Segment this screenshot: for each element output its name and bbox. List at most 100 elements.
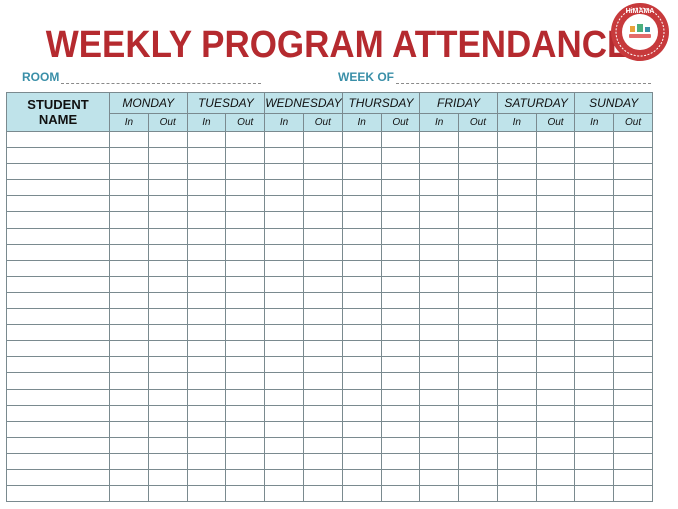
in-time-cell[interactable]: [109, 452, 149, 470]
out-time-cell[interactable]: [458, 195, 498, 213]
in-time-cell[interactable]: [574, 195, 615, 213]
out-time-cell[interactable]: [225, 179, 266, 197]
in-time-cell[interactable]: [341, 372, 382, 390]
in-time-cell[interactable]: [186, 130, 227, 149]
in-time-cell[interactable]: [341, 259, 382, 277]
out-time-cell[interactable]: [302, 211, 343, 229]
in-time-cell[interactable]: [264, 485, 304, 503]
out-time-cell[interactable]: [535, 340, 576, 358]
in-time-cell[interactable]: [496, 147, 537, 165]
in-time-cell[interactable]: [186, 436, 227, 454]
week-of-input-line[interactable]: [396, 73, 651, 84]
in-time-cell[interactable]: [264, 130, 304, 149]
out-time-cell[interactable]: [380, 356, 421, 374]
out-time-cell[interactable]: [380, 324, 421, 342]
in-time-cell[interactable]: [186, 275, 227, 293]
in-time-cell[interactable]: [341, 485, 382, 503]
out-time-cell[interactable]: [302, 420, 343, 438]
out-time-cell[interactable]: [458, 452, 498, 470]
in-time-cell[interactable]: [419, 340, 460, 358]
out-time-cell[interactable]: [458, 227, 498, 245]
in-time-cell[interactable]: [496, 130, 537, 149]
out-time-cell[interactable]: [380, 275, 421, 293]
out-time-cell[interactable]: [535, 291, 576, 310]
in-time-cell[interactable]: [419, 211, 460, 229]
in-time-cell[interactable]: [341, 179, 382, 197]
in-time-cell[interactable]: [109, 404, 149, 422]
out-time-cell[interactable]: [380, 388, 421, 406]
in-time-cell[interactable]: [264, 340, 304, 358]
in-time-cell[interactable]: [109, 179, 149, 197]
out-time-cell[interactable]: [535, 259, 576, 277]
out-time-cell[interactable]: [380, 404, 421, 422]
out-time-cell[interactable]: [302, 452, 343, 470]
out-time-cell[interactable]: [458, 275, 498, 293]
out-time-cell[interactable]: [535, 436, 576, 454]
in-time-cell[interactable]: [109, 356, 149, 374]
out-time-cell[interactable]: [613, 436, 653, 454]
in-time-cell[interactable]: [496, 340, 537, 358]
in-time-cell[interactable]: [186, 340, 227, 358]
student-name-cell[interactable]: [6, 227, 110, 245]
in-time-cell[interactable]: [496, 436, 537, 454]
in-time-cell[interactable]: [264, 324, 304, 342]
in-time-cell[interactable]: [264, 291, 304, 310]
student-name-cell[interactable]: [6, 324, 110, 342]
out-time-cell[interactable]: [613, 340, 653, 358]
in-time-cell[interactable]: [574, 436, 615, 454]
out-time-cell[interactable]: [535, 130, 576, 149]
out-time-cell[interactable]: [535, 211, 576, 229]
in-time-cell[interactable]: [496, 404, 537, 422]
in-time-cell[interactable]: [109, 243, 149, 261]
in-time-cell[interactable]: [186, 227, 227, 245]
in-time-cell[interactable]: [186, 308, 227, 326]
out-time-cell[interactable]: [147, 227, 188, 245]
out-time-cell[interactable]: [147, 195, 188, 213]
student-name-cell[interactable]: [6, 130, 110, 149]
in-time-cell[interactable]: [341, 436, 382, 454]
out-time-cell[interactable]: [225, 468, 266, 487]
out-time-cell[interactable]: [535, 179, 576, 197]
out-time-cell[interactable]: [613, 243, 653, 261]
in-time-cell[interactable]: [574, 340, 615, 358]
out-time-cell[interactable]: [225, 130, 266, 149]
in-time-cell[interactable]: [264, 404, 304, 422]
in-time-cell[interactable]: [264, 195, 304, 213]
out-time-cell[interactable]: [613, 179, 653, 197]
out-time-cell[interactable]: [225, 291, 266, 310]
out-time-cell[interactable]: [147, 275, 188, 293]
in-time-cell[interactable]: [419, 179, 460, 197]
out-time-cell[interactable]: [380, 195, 421, 213]
out-time-cell[interactable]: [535, 275, 576, 293]
in-time-cell[interactable]: [496, 324, 537, 342]
in-time-cell[interactable]: [496, 356, 537, 374]
in-time-cell[interactable]: [264, 468, 304, 487]
in-time-cell[interactable]: [574, 211, 615, 229]
out-time-cell[interactable]: [380, 436, 421, 454]
out-time-cell[interactable]: [225, 452, 266, 470]
in-time-cell[interactable]: [496, 211, 537, 229]
student-name-cell[interactable]: [6, 243, 110, 261]
out-time-cell[interactable]: [535, 452, 576, 470]
out-time-cell[interactable]: [380, 227, 421, 245]
student-name-cell[interactable]: [6, 259, 110, 277]
out-time-cell[interactable]: [147, 485, 188, 503]
in-time-cell[interactable]: [109, 275, 149, 293]
out-time-cell[interactable]: [225, 227, 266, 245]
out-time-cell[interactable]: [302, 468, 343, 487]
out-time-cell[interactable]: [147, 259, 188, 277]
out-time-cell[interactable]: [302, 485, 343, 503]
in-time-cell[interactable]: [496, 308, 537, 326]
student-name-cell[interactable]: [6, 404, 110, 422]
out-time-cell[interactable]: [458, 243, 498, 261]
in-time-cell[interactable]: [419, 259, 460, 277]
in-time-cell[interactable]: [109, 485, 149, 503]
in-time-cell[interactable]: [341, 468, 382, 487]
out-time-cell[interactable]: [380, 291, 421, 310]
in-time-cell[interactable]: [341, 356, 382, 374]
out-time-cell[interactable]: [225, 243, 266, 261]
in-time-cell[interactable]: [264, 356, 304, 374]
out-time-cell[interactable]: [147, 468, 188, 487]
in-time-cell[interactable]: [496, 452, 537, 470]
in-time-cell[interactable]: [341, 227, 382, 245]
